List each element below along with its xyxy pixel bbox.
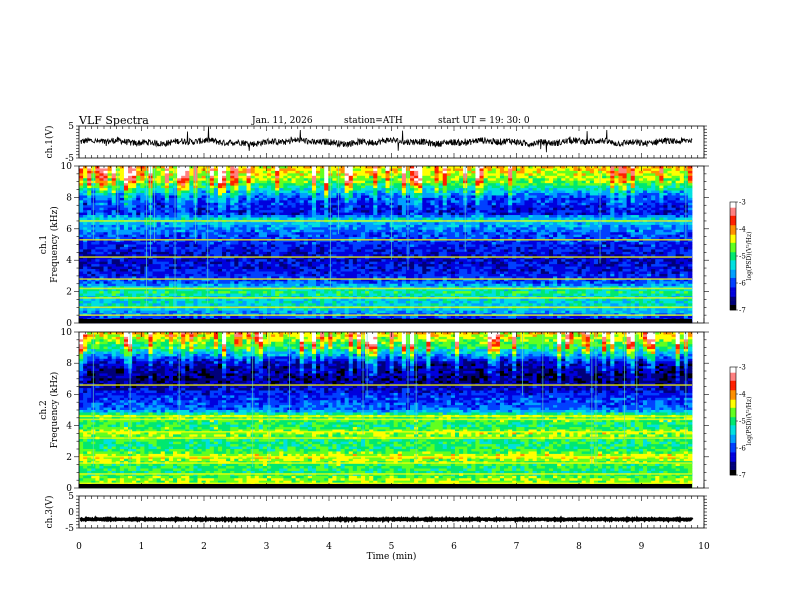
colorbar-tick-label: -7 <box>739 472 746 480</box>
colorbar-tick-label: -3 <box>739 199 746 207</box>
x-tick-label: 1 <box>139 542 145 552</box>
colorbar-tick-label: -4 <box>739 226 746 234</box>
colorbar-tick-label: -6 <box>739 280 746 288</box>
start-time-label: start UT = 19: 30: 0 <box>438 116 530 126</box>
harmonic-line <box>79 431 692 433</box>
harmonic-line <box>79 256 692 258</box>
harmonic-line <box>79 297 692 299</box>
channel-label: ch.1 <box>39 235 49 254</box>
harmonic-line <box>79 462 692 464</box>
y-tick-label: 0 <box>66 484 72 494</box>
harmonic-line <box>79 384 692 386</box>
harmonic-line <box>79 456 692 458</box>
colorbar-tick-label: -5 <box>739 418 746 426</box>
harmonic-line <box>79 473 692 475</box>
x-tick-label: 2 <box>201 542 207 552</box>
y-axis-label: ch.3(V) <box>44 496 55 529</box>
date-label: Jan. 11, 2026 <box>251 116 313 126</box>
harmonic-line <box>79 415 692 418</box>
harmonic-line <box>79 220 692 222</box>
y-tick-label: 5 <box>68 492 74 502</box>
harmonic-line <box>79 314 692 316</box>
y-tick-label: 2 <box>66 453 72 463</box>
colorbar-tick-label: -5 <box>739 253 746 261</box>
x-tick-label: 4 <box>326 542 332 552</box>
y-axis-label: ch.1(V) <box>44 126 55 159</box>
y-tick-label: 0 <box>68 508 74 518</box>
harmonic-line <box>79 238 692 241</box>
y-tick-label: 10 <box>61 328 73 338</box>
y-tick-label: 2 <box>66 288 72 298</box>
ch2-spectrogram-panel: 10 8 6 4 2 0 ch.2 Frequency (kHz) <box>39 328 709 494</box>
y-tick-label: 8 <box>66 193 72 203</box>
y-axis-label: Frequency (kHz) <box>49 372 60 449</box>
x-tick-label: 10 <box>698 542 710 552</box>
harmonic-line <box>79 287 692 290</box>
figure-title: VLF Spectra <box>78 114 149 127</box>
y-tick-label: 5 <box>68 122 74 132</box>
x-tick-label: 5 <box>389 542 395 552</box>
spectrogram-image <box>79 332 693 489</box>
y-tick-label: 4 <box>66 422 72 432</box>
x-tick-label: 6 <box>451 542 457 552</box>
harmonic-line <box>79 482 692 485</box>
y-tick-label: 0 <box>66 319 72 329</box>
ch1-voltage-panel: 5 -5 ch.1(V) <box>44 122 707 164</box>
voltage-trace <box>79 515 694 524</box>
colorbar-tick-label: -7 <box>739 307 746 315</box>
x-tick-label: 0 <box>76 542 82 552</box>
x-tick-label: 8 <box>576 542 582 552</box>
ch1-spectrogram-panel: 10 8 6 4 2 0 ch.1 Frequency (kHz) <box>39 162 709 329</box>
ch3-voltage-panel: 5 0 -5 ch.3(V) <box>44 492 707 534</box>
y-tick-label: 4 <box>66 256 72 266</box>
harmonic-line <box>79 418 692 421</box>
harmonic-line <box>79 437 692 439</box>
time-axis: 0 1 2 3 4 5 6 7 8 9 10 Time (min) <box>76 542 710 562</box>
station-label: station=ATH <box>344 116 403 126</box>
colorbar-tick-label: -6 <box>739 445 746 453</box>
ch2-colorbar: -3 -4 -5 -6 -7 log(PSD)(V²/Hz) <box>729 364 753 480</box>
colorbar-tick-label: -4 <box>739 391 746 399</box>
harmonic-line <box>79 278 692 280</box>
y-tick-label: -5 <box>65 524 74 534</box>
x-tick-label: 9 <box>639 542 645 552</box>
y-axis-label: Frequency (kHz) <box>49 206 60 283</box>
colorbar-label: log(PSD)(V²/Hz) <box>746 397 753 446</box>
y-tick-label: 10 <box>61 162 73 172</box>
x-axis-label: Time (min) <box>367 551 417 562</box>
x-tick-label: 7 <box>514 542 520 552</box>
voltage-trace <box>80 126 693 153</box>
colorbar-label: log(PSD)(V²/Hz) <box>746 232 753 281</box>
harmonic-line <box>79 306 692 309</box>
y-tick-label: 6 <box>66 390 72 400</box>
x-tick-label: 3 <box>264 542 270 552</box>
y-tick-label: 6 <box>66 225 72 235</box>
channel-label: ch.2 <box>39 400 49 419</box>
y-tick-label: -5 <box>65 154 74 164</box>
colorbar-tick-label: -3 <box>739 364 746 372</box>
y-tick-label: 8 <box>66 359 72 369</box>
ch1-colorbar: -3 -4 -5 -6 -7 log(PSD)(V²/Hz) <box>729 199 753 315</box>
